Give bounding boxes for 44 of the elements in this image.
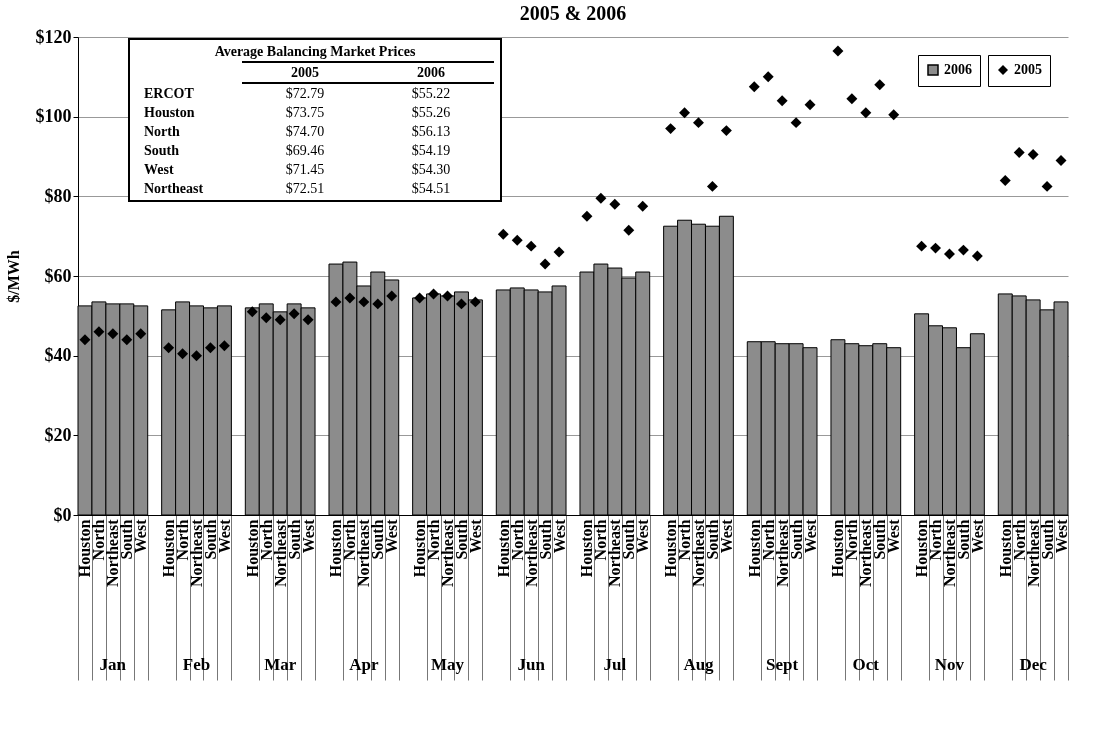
y-tick-label: $80 [44, 185, 72, 206]
text: May [430, 655, 465, 674]
annotation: $74.70 [284, 123, 326, 141]
annotation: North [143, 123, 181, 141]
annotation: South [143, 142, 181, 160]
annotation: ERCOT [143, 84, 195, 103]
annotation: West [143, 161, 175, 179]
annotation: Houston [143, 104, 196, 122]
text: Jun [517, 655, 546, 674]
annotation: $55.22 [410, 85, 452, 103]
y-tick-label: $0 [53, 504, 72, 525]
annotation: 2006 [368, 62, 494, 83]
text: Aug [683, 655, 715, 674]
legend-label: 2005 [1014, 62, 1042, 77]
annotation: $72.51 [284, 180, 326, 198]
text: Oct [852, 655, 880, 674]
annotation: $54.30 [410, 161, 452, 179]
annotation: $73.75 [284, 104, 326, 122]
y-tick-label: $40 [44, 345, 72, 366]
text: Dec [1019, 655, 1048, 674]
annotation: $55.26 [410, 104, 452, 122]
annotation: Northeast [143, 180, 205, 198]
text: Apr [349, 655, 379, 674]
y-tick-label: $120 [35, 26, 72, 47]
text: Feb [182, 655, 211, 674]
legend-label: 2006 [944, 62, 972, 77]
chart-title: 2005 & 2006 [519, 2, 627, 24]
annotation: $54.19 [410, 142, 452, 160]
annotation: $56.13 [410, 123, 452, 141]
annotation: Average Balancing Market Prices [213, 43, 417, 61]
text: Nov [934, 655, 965, 674]
annotation: $71.45 [284, 161, 326, 179]
y-tick-label: $20 [44, 424, 72, 445]
annotation: $54.51 [410, 180, 452, 198]
y-axis-title: $/MWh [4, 250, 22, 303]
annotation: 2005 [242, 62, 368, 83]
y-tick-label: $60 [44, 265, 72, 286]
annotation: $69.46 [284, 142, 326, 160]
text: Mar [264, 655, 297, 674]
text: Jul [603, 655, 627, 674]
annotation: $72.79 [284, 85, 326, 103]
text: Sept [766, 655, 799, 674]
y-tick-label: $100 [35, 106, 72, 127]
text: Jan [99, 655, 127, 674]
